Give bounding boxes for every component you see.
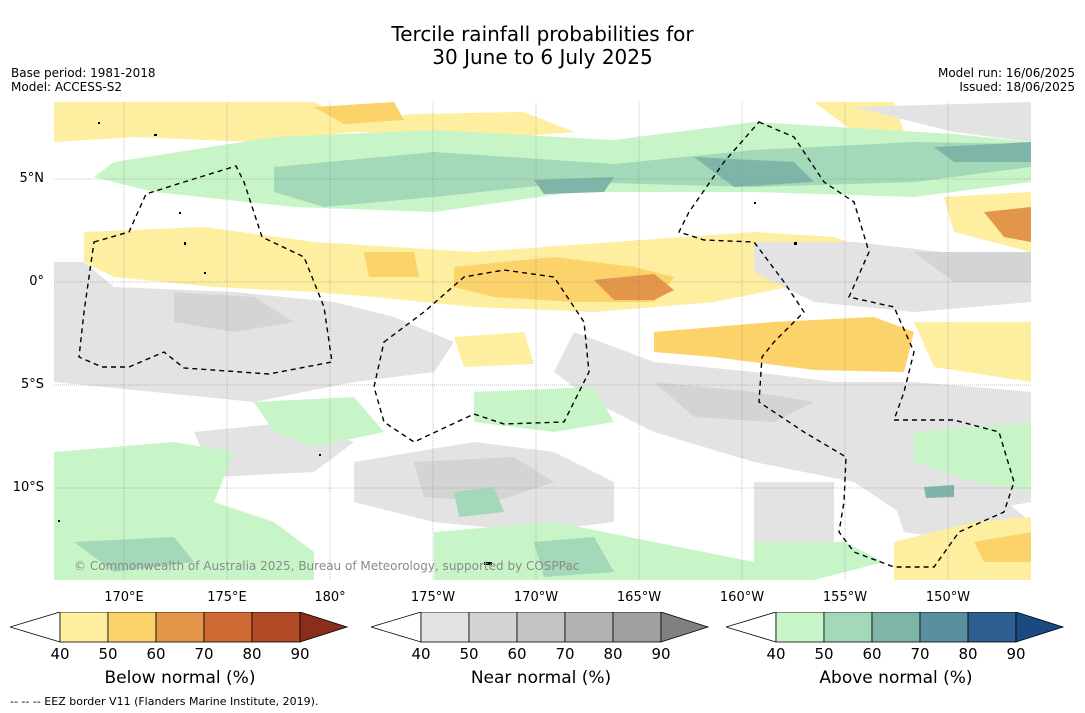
colorbar-tick-label: 50 <box>814 645 833 663</box>
lon-label-170w: 170°W <box>513 590 559 605</box>
above-normal-label: Above normal (%) <box>819 668 973 688</box>
base-period: Base period: 1981-2018 <box>11 66 156 80</box>
colorbar-tick-label: 40 <box>766 645 785 663</box>
title-line-1: Tercile rainfall probabilities for <box>391 22 694 46</box>
colorbar-below-normal: 40 50 60 70 80 90 <box>10 612 349 663</box>
colorbar-above-normal: 40 50 60 70 80 90 <box>726 612 1065 663</box>
lon-label-180: 180° <box>314 590 346 605</box>
colorbar-tick-label: 60 <box>507 645 526 663</box>
colorbar-tick-label: 70 <box>555 645 574 663</box>
colorbar-segment <box>107 612 157 643</box>
colorbar-segment <box>155 612 205 643</box>
lat-label-0: 0° <box>29 274 44 289</box>
colorbar-left-extend <box>10 612 61 643</box>
colorbar-segment <box>919 612 969 643</box>
colorbar-segment <box>59 612 109 643</box>
colorbar-segment <box>823 612 873 643</box>
lat-label-5n: 5°N <box>19 171 45 186</box>
colorbar-tick-label: 80 <box>958 645 977 663</box>
colorbar-segment <box>612 612 662 643</box>
lon-label-175e: 175°E <box>207 590 247 605</box>
colorbar-near-normal: 40 50 60 70 80 90 <box>371 612 710 663</box>
colorbar-segment <box>251 612 301 643</box>
colorbar-tick-label: 90 <box>290 645 309 663</box>
lon-label-175w: 175°W <box>410 590 456 605</box>
colorbar-segment <box>516 612 566 643</box>
probability-map: © Commonwealth of Australia 2025, Bureau… <box>54 102 1031 580</box>
colorbar-tick-label: 50 <box>459 645 478 663</box>
colorbar-left-extend <box>726 612 777 643</box>
colorbar-tick-label: 90 <box>1006 645 1025 663</box>
eez-borders <box>78 121 1015 568</box>
colorbar-tick-label: 90 <box>651 645 670 663</box>
eez-footer-note: -- -- -- EEZ border V11 (Flanders Marine… <box>10 695 319 708</box>
colorbar-tick-label: 80 <box>242 645 261 663</box>
lon-label-165w: 165°W <box>616 590 662 605</box>
map-shading <box>54 102 1031 580</box>
colorbar-segment <box>564 612 614 643</box>
lat-label-10s: 10°S <box>12 480 44 495</box>
colorbar-tick-label: 70 <box>194 645 213 663</box>
colorbar-tick-label: 40 <box>50 645 69 663</box>
lon-label-150w: 150°W <box>925 590 971 605</box>
colorbar-segment <box>420 612 470 643</box>
colorbar-left-extend <box>371 612 422 643</box>
colorbar-right-extend <box>1015 612 1065 643</box>
colorbar-segment <box>775 612 825 643</box>
model-run: Model run: 16/06/2025 <box>937 66 1075 80</box>
lon-label-155w: 155°W <box>822 590 868 605</box>
colorbar-segment <box>871 612 921 643</box>
colorbar-segment <box>468 612 518 643</box>
colorbar-right-extend <box>660 612 710 643</box>
lat-label-5s: 5°S <box>20 377 44 392</box>
lon-label-170e: 170°E <box>104 590 144 605</box>
colorbar-tick-label: 80 <box>603 645 622 663</box>
lon-label-160w: 160°W <box>719 590 765 605</box>
copyright-text: © Commonwealth of Australia 2025, Bureau… <box>74 559 579 573</box>
colorbar-tick-label: 50 <box>98 645 117 663</box>
colorbar-tick-label: 40 <box>411 645 430 663</box>
islands <box>58 122 797 565</box>
issued-date: Issued: 18/06/2025 <box>959 80 1075 94</box>
colorbar-tick-label: 60 <box>862 645 881 663</box>
below-normal-label: Below normal (%) <box>104 668 256 688</box>
model-name: Model: ACCESS-S2 <box>11 80 123 94</box>
colorbar-right-extend <box>299 612 349 643</box>
colorbar-tick-label: 60 <box>146 645 165 663</box>
colorbar-segment <box>203 612 253 643</box>
near-normal-label: Near normal (%) <box>470 668 612 688</box>
title-line-2: 30 June to 6 July 2025 <box>432 45 653 69</box>
colorbar-segment <box>967 612 1017 643</box>
colorbar-tick-label: 70 <box>910 645 929 663</box>
map-gridlines <box>54 102 1031 580</box>
